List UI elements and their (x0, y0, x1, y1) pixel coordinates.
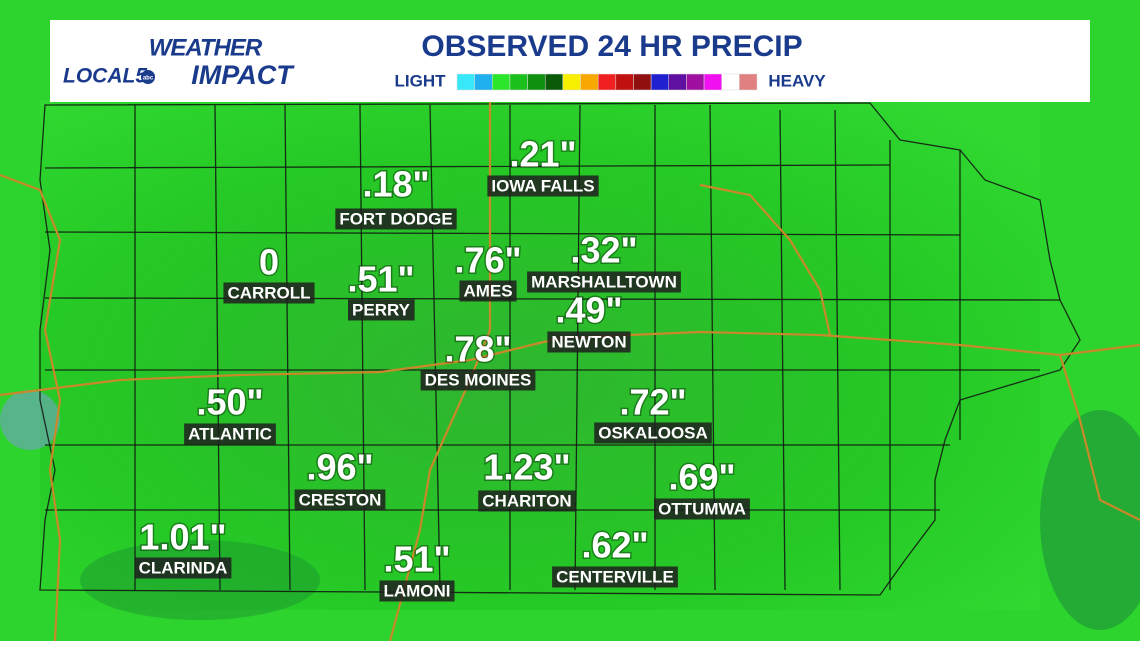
county-lines (39, 102, 1081, 596)
legend-swatch (562, 73, 581, 91)
city-name: CLARINDA (139, 558, 228, 577)
legend-swatch (668, 73, 687, 91)
city-label-bg (594, 422, 712, 444)
city-label-bg (420, 369, 536, 391)
legend-swatch (650, 73, 670, 91)
city-label-bg (184, 423, 276, 445)
legend-swatch (721, 73, 740, 91)
precip-amount: .51" (347, 259, 414, 300)
city-label-bg (223, 282, 315, 304)
light-patch (0, 390, 60, 450)
legend-swatch (527, 73, 546, 91)
city-label-bg (335, 208, 457, 230)
legend-swatch (633, 73, 652, 91)
precip-amount: .51" (383, 539, 450, 580)
precip-amount: 1.01" (139, 517, 226, 558)
precip-amount: .50" (196, 382, 263, 423)
dark-patch (1040, 410, 1140, 630)
city-label-bg (527, 271, 681, 293)
city-name: LAMONI (383, 581, 450, 600)
city-name: ATLANTIC (188, 424, 272, 443)
legend-low: LIGHT (395, 71, 447, 90)
legend-swatch (509, 73, 528, 91)
logo-badge: abc (143, 76, 154, 82)
city-label-bg (547, 331, 631, 353)
logo: WEATHER LOCAL5 abc IMPACT (63, 34, 295, 90)
logo-badge-circle (141, 70, 155, 84)
precip-amount: .69" (668, 457, 735, 498)
city-name: CRESTON (299, 490, 382, 509)
legend-swatch (686, 73, 705, 91)
precip-amount: .62" (581, 525, 648, 566)
legend-swatch (597, 73, 617, 91)
city-name: NEWTON (551, 332, 626, 351)
legend-swatch (544, 73, 564, 91)
legend-swatch (739, 73, 758, 91)
city-label-bg (134, 557, 232, 579)
city-name: OSKALOOSA (598, 423, 708, 442)
city-label-bg (459, 280, 517, 302)
precip-amount: 0 (259, 242, 279, 283)
precip-amount: .78" (444, 329, 511, 370)
city-name: PERRY (352, 300, 411, 319)
title: OBSERVED 24 HR PRECIP (421, 30, 802, 63)
precip-amount: 1.23" (483, 447, 570, 488)
city-label-bg (379, 580, 455, 602)
legend-swatch (474, 73, 493, 91)
precip-amount: .76" (454, 240, 521, 281)
city-label-bg (348, 299, 415, 321)
city-name: MARSHALLTOWN (531, 272, 677, 291)
legend-high: HEAVY (768, 71, 826, 90)
city-name: OTTUMWA (658, 499, 746, 518)
precip-amount: .32" (570, 230, 637, 271)
city-label-bg (294, 489, 386, 511)
city-name: FORT DODGE (339, 209, 452, 228)
legend-swatch (580, 73, 599, 91)
city-name: DES MOINES (425, 370, 532, 389)
precip-amount: .96" (306, 447, 373, 488)
legend-swatch (615, 73, 634, 91)
city-label-bg (552, 566, 678, 588)
city-name: CHARITON (482, 491, 571, 510)
precip-amount: .72" (619, 382, 686, 423)
city-name: IOWA FALLS (491, 176, 594, 195)
city-label-bg (654, 498, 750, 520)
city-name: CENTERVILLE (556, 567, 674, 586)
legend-swatch (492, 73, 511, 91)
logo-weather: WEATHER (149, 34, 263, 61)
legend-swatch (703, 73, 722, 91)
legend-swatches (456, 73, 758, 91)
precip-amount: .21" (509, 134, 576, 175)
city-name: CARROLL (227, 283, 310, 302)
legend-swatch (456, 73, 475, 91)
precip-amount: .18" (362, 164, 429, 205)
precip-amount: .49" (555, 290, 622, 331)
logo-impact: IMPACT (191, 60, 295, 90)
city-name: AMES (463, 281, 512, 300)
logo-brand: LOCAL5 (63, 65, 147, 88)
city-label-bg (478, 490, 576, 512)
city-label-bg (487, 175, 599, 197)
